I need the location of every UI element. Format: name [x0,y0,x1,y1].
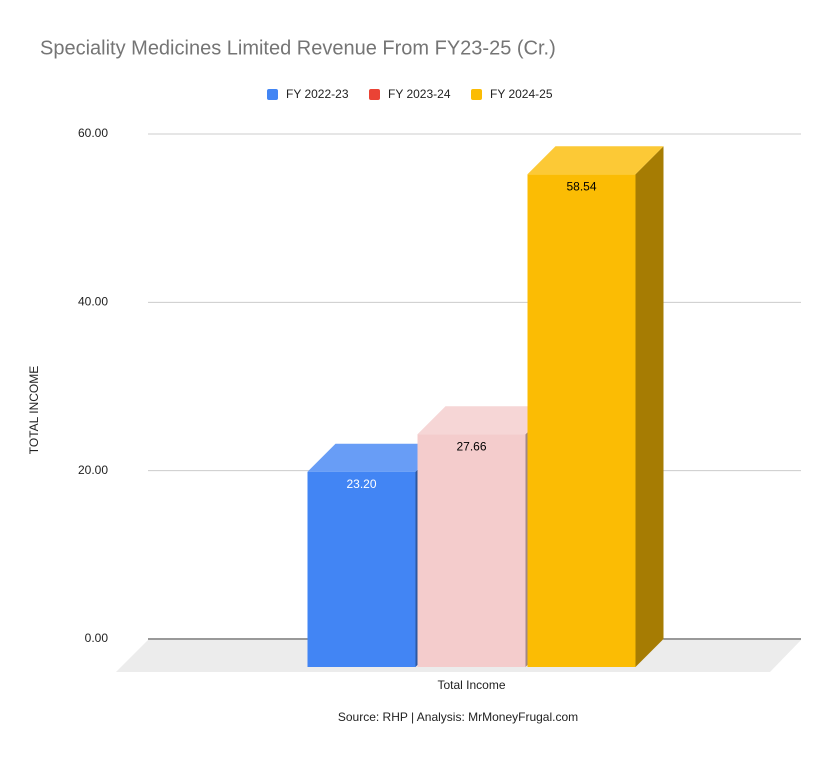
x-tick-label: Total Income [437,678,505,692]
y-tick-label: 20.00 [78,463,108,477]
bar-top [527,146,664,175]
bar [307,471,416,667]
legend-label: FY 2023-24 [388,87,451,101]
y-tick-label: 40.00 [78,295,108,309]
source-note: Source: RHP | Analysis: MrMoneyFrugal.co… [338,710,578,724]
y-tick-label: 60.00 [78,126,108,140]
bar [417,434,526,667]
y-axis-title: TOTAL INCOME [27,366,41,454]
value-label: 23.20 [346,477,376,491]
legend-swatch [471,89,482,100]
bar-side [635,146,664,667]
legend-swatch [369,89,380,100]
bar-top [307,443,444,472]
bar [527,174,636,667]
chart-title: Speciality Medicines Limited Revenue Fro… [40,37,556,59]
bar-top [417,406,554,435]
legend-label: FY 2024-25 [490,87,553,101]
legend-label: FY 2022-23 [286,87,349,101]
legend-swatch [267,89,278,100]
y-tick-label: 0.00 [85,631,109,645]
value-label: 27.66 [456,439,486,453]
value-label: 58.54 [566,179,596,193]
